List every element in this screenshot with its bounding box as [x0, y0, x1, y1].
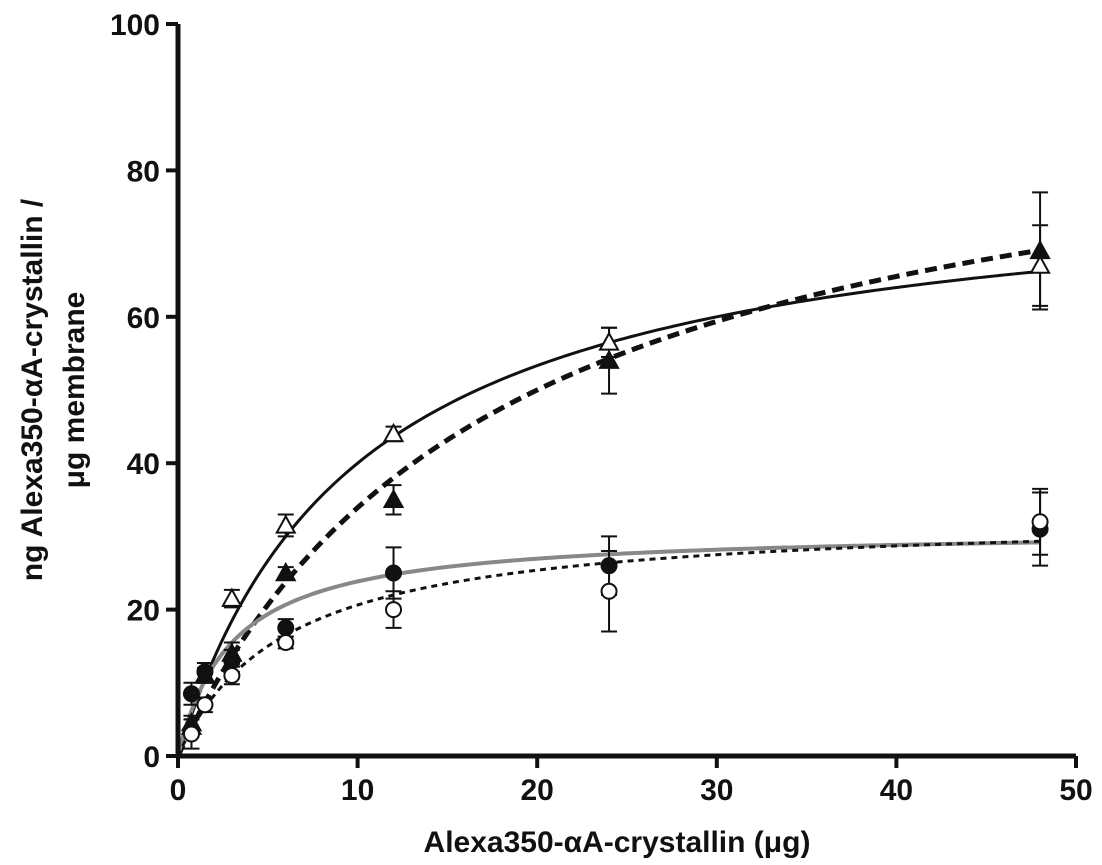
data-point-filled-triangle [598, 349, 620, 369]
x-tick-label: 20 [521, 774, 554, 807]
error-bars [183, 191, 1049, 750]
data-point-open-circle [600, 582, 618, 600]
data-point-filled-triangle [382, 488, 405, 508]
data-point-open-triangle [1029, 254, 1051, 274]
data-point-filled-triangle [275, 561, 297, 582]
x-ticks: 0 10 20 30 40 50 [170, 756, 1093, 807]
data-point-filled-triangle [1029, 239, 1051, 260]
data-point-open-circle [223, 666, 241, 684]
data-point-open-triangle [275, 514, 297, 534]
x-tick-label: 40 [880, 774, 913, 807]
y-tick-label: 80 [127, 155, 160, 188]
data-point-open-triangle [221, 587, 243, 607]
data-point-filled-circle [600, 557, 618, 575]
x-tick-label: 50 [1059, 774, 1092, 807]
y-tick-label: 60 [127, 302, 160, 335]
data-point-filled-circle [223, 652, 241, 670]
data-point-open-circle [182, 725, 200, 743]
data-point-filled-circle [385, 564, 403, 582]
data-point-open-circle [196, 696, 214, 714]
y-axis-title-line-1: ng Alexa350-αA-crystallin / [16, 198, 49, 581]
data-point-open-circle [277, 634, 295, 652]
data-point-filled-circle [182, 685, 200, 703]
x-tick-label: 10 [341, 774, 374, 807]
data-point-filled-circle [277, 619, 295, 637]
data-point-open-circle [1031, 513, 1049, 531]
data-point-filled-circle [196, 663, 214, 681]
data-markers [180, 239, 1051, 743]
y-axis-title-line-2: μg membrane [58, 292, 91, 489]
y-tick-label: 40 [127, 448, 160, 481]
x-axis-title: Alexa350-αA-crystallin (μg) [424, 826, 811, 859]
y-ticks: 0 20 40 60 80 100 [110, 9, 178, 774]
y-tick-label: 20 [127, 595, 160, 628]
data-point-open-triangle [382, 422, 405, 443]
x-tick-label: 0 [170, 774, 187, 807]
data-point-open-circle [385, 601, 403, 619]
fit-curves [175, 247, 1041, 758]
fit-curve-series-2 [175, 247, 1041, 758]
axes [175, 24, 1076, 759]
data-point-open-triangle [598, 331, 620, 351]
y-tick-label: 100 [110, 9, 160, 42]
x-tick-label: 30 [700, 774, 733, 807]
y-tick-label: 0 [143, 741, 160, 774]
